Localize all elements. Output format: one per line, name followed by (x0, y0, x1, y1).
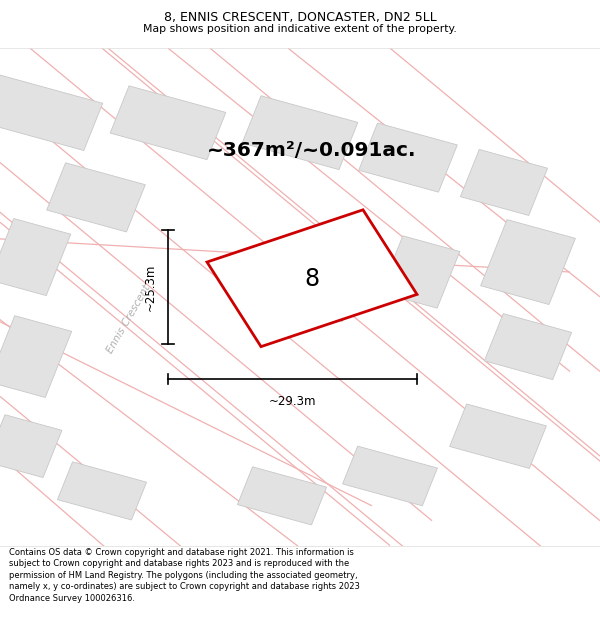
Text: ~25.3m: ~25.3m (144, 263, 157, 311)
Text: Contains OS data © Crown copyright and database right 2021. This information is
: Contains OS data © Crown copyright and d… (9, 548, 360, 602)
Polygon shape (0, 316, 71, 398)
Polygon shape (242, 96, 358, 169)
Polygon shape (380, 236, 460, 308)
Polygon shape (0, 219, 71, 296)
Polygon shape (110, 86, 226, 159)
Polygon shape (238, 467, 326, 525)
Text: Map shows position and indicative extent of the property.: Map shows position and indicative extent… (143, 24, 457, 34)
Text: ~29.3m: ~29.3m (269, 395, 316, 408)
Text: 8, ENNIS CRESCENT, DONCASTER, DN2 5LL: 8, ENNIS CRESCENT, DONCASTER, DN2 5LL (164, 11, 436, 24)
Polygon shape (359, 123, 457, 192)
Polygon shape (207, 210, 417, 347)
Polygon shape (484, 314, 572, 379)
Polygon shape (47, 162, 145, 232)
Polygon shape (449, 404, 547, 468)
Text: 8: 8 (304, 268, 320, 291)
Polygon shape (460, 149, 548, 216)
Polygon shape (343, 446, 437, 506)
Polygon shape (481, 219, 575, 304)
Polygon shape (263, 253, 361, 321)
Text: Ennis Crescent: Ennis Crescent (106, 283, 152, 355)
Text: ~367m²/~0.091ac.: ~367m²/~0.091ac. (207, 141, 417, 159)
Polygon shape (0, 75, 103, 151)
Polygon shape (0, 415, 62, 478)
Polygon shape (58, 462, 146, 520)
